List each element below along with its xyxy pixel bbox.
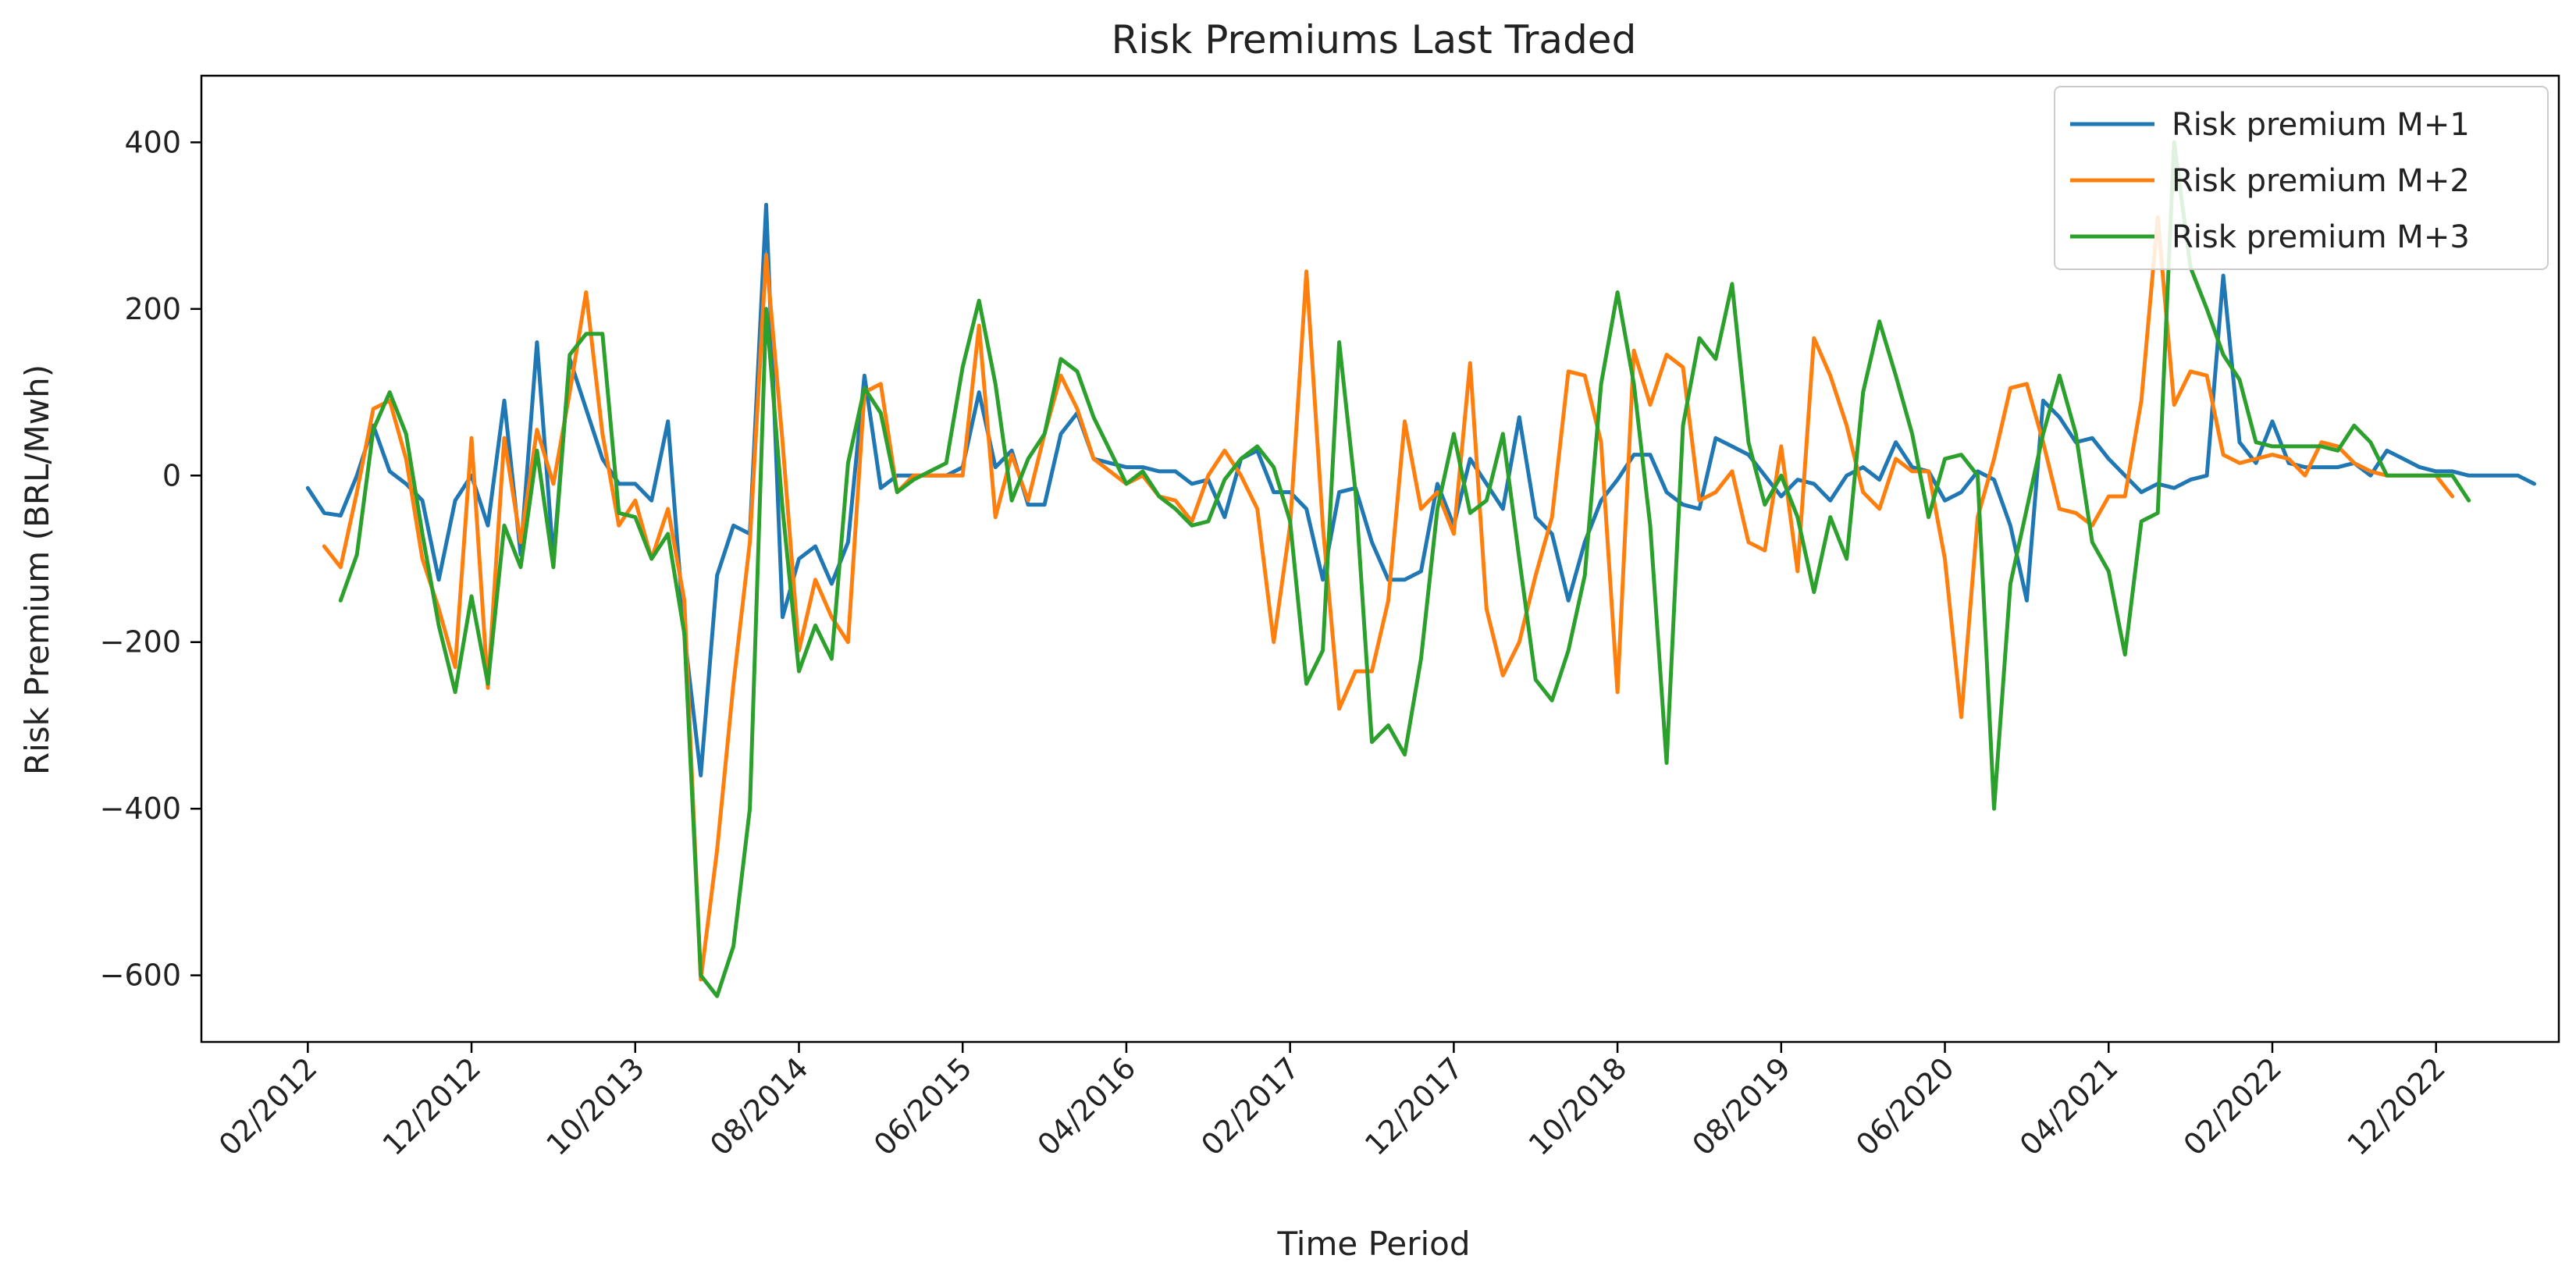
x-tick-label: 12/2017 — [1358, 1051, 1470, 1162]
legend-label-m2: Risk premium M+2 — [2172, 163, 2470, 199]
y-axis-label: Risk Premium (BRL/Mwh) — [18, 364, 56, 775]
series-lines — [305, 140, 2536, 998]
x-tick-label: 02/2012 — [212, 1051, 324, 1162]
legend-label-m1: Risk premium M+1 — [2172, 107, 2470, 143]
legend: Risk premium M+1 Risk premium M+2 Risk pre… — [2054, 86, 2549, 270]
x-tick-label: 08/2014 — [703, 1051, 815, 1162]
x-axis-label: Time Period — [1276, 1225, 1470, 1263]
series-line-m2 — [322, 215, 2455, 982]
legend-box — [2054, 86, 2549, 270]
y-tick-label: 0 — [162, 458, 181, 492]
plot-frame — [200, 74, 2560, 1044]
x-tick-label: 04/2021 — [2013, 1051, 2125, 1162]
y-tick-label: −600 — [100, 958, 181, 993]
series-line-m3 — [338, 140, 2471, 998]
x-tick-label: 10/2018 — [1522, 1051, 1634, 1162]
x-tick-label: 06/2020 — [1849, 1051, 1961, 1162]
x-tick-label: 02/2022 — [2177, 1051, 2289, 1162]
y-axis: −600 −400 −200 0 200 400 — [100, 125, 201, 993]
x-tick-label: 12/2012 — [376, 1051, 488, 1162]
legend-label-m3: Risk premium M+3 — [2172, 219, 2470, 255]
x-tick-label: 02/2017 — [1194, 1051, 1306, 1162]
y-tick-label: −200 — [100, 625, 181, 660]
y-tick-label: 200 — [124, 292, 181, 326]
x-tick-label: 08/2019 — [1685, 1051, 1797, 1162]
x-tick-label: 12/2022 — [2340, 1051, 2452, 1162]
y-tick-label: 400 — [124, 125, 181, 159]
chart-title: Risk Premiums Last Traded — [1112, 17, 1637, 62]
x-axis: 02/2012 12/2012 10/2013 08/2014 06/2015 04/20… — [212, 1042, 2452, 1162]
x-tick-label: 10/2013 — [539, 1051, 651, 1162]
y-tick-label: −400 — [100, 791, 181, 826]
x-tick-label: 04/2016 — [1031, 1051, 1143, 1162]
x-tick-label: 06/2015 — [867, 1051, 979, 1162]
